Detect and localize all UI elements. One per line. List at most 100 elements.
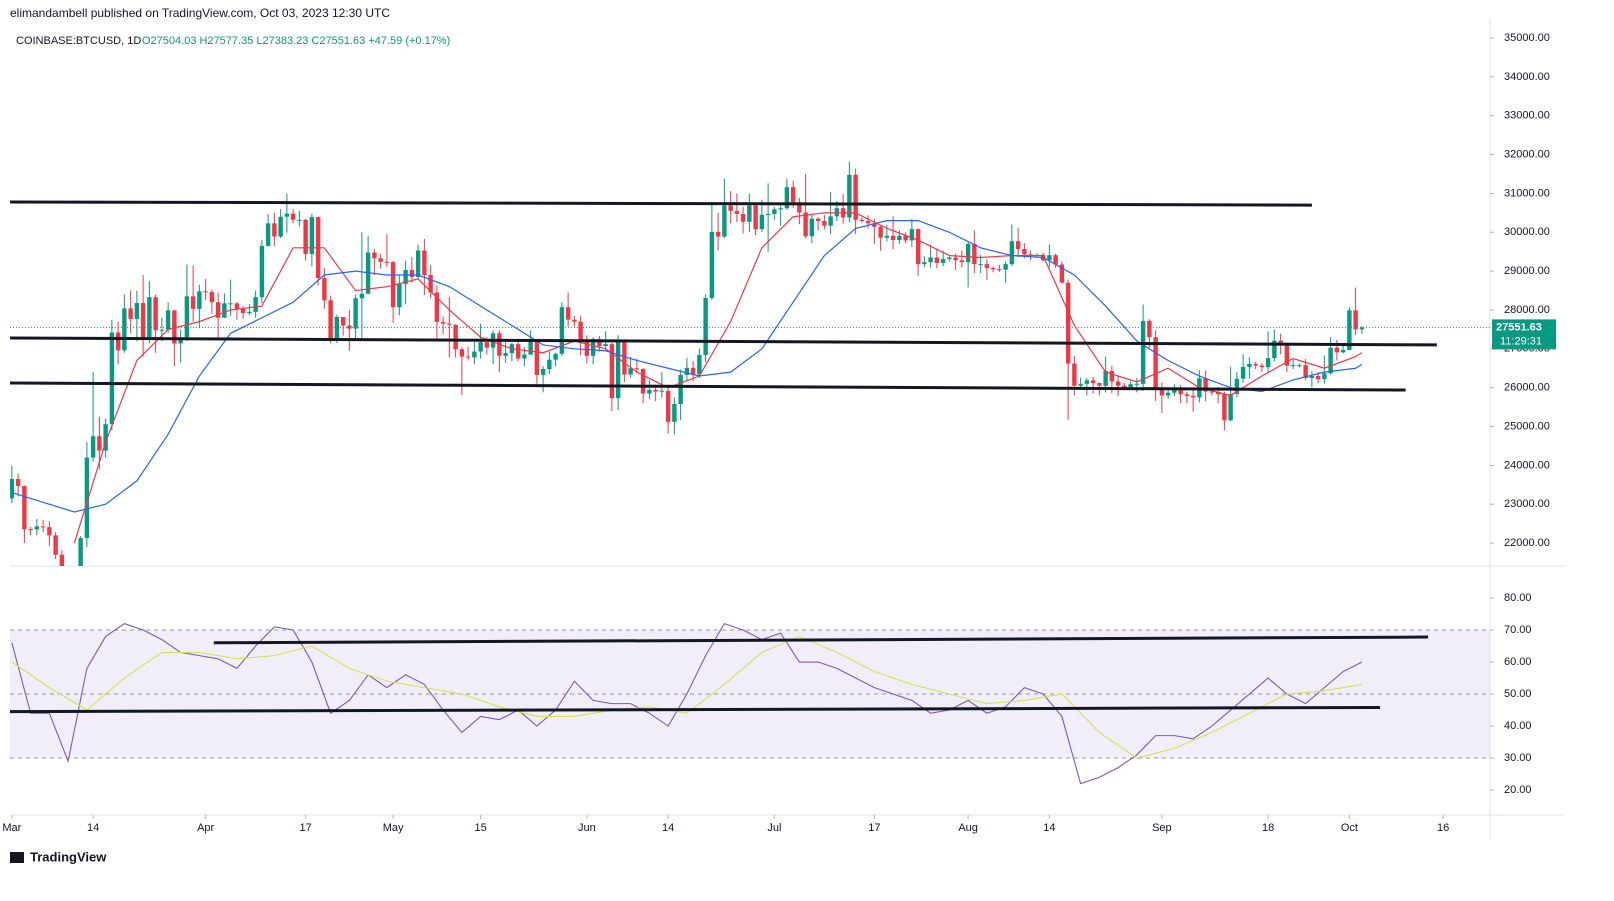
candle-body <box>178 338 183 344</box>
candle-body <box>453 324 458 350</box>
candle-body <box>634 368 640 370</box>
candle-body <box>1209 391 1215 393</box>
candle-body <box>278 216 283 237</box>
candle-body <box>847 174 852 218</box>
candle-body <box>53 535 58 555</box>
candle-body <box>428 275 433 293</box>
candle-body <box>984 264 990 269</box>
candle-body <box>947 257 952 260</box>
candle-body <box>897 235 902 241</box>
candle-body <box>172 310 177 344</box>
candle-body <box>1153 337 1158 391</box>
candle-body <box>484 342 490 348</box>
candle-body <box>259 245 265 298</box>
candle-body <box>1172 388 1177 393</box>
candle-body <box>234 303 240 309</box>
candle-body <box>103 424 108 451</box>
pane <box>10 161 1437 566</box>
x-tick-label: Jul <box>767 822 781 834</box>
candle-body <box>434 292 440 323</box>
trendline <box>10 200 1312 207</box>
candle-body <box>1159 390 1165 396</box>
candle-body <box>1053 255 1058 265</box>
candle-body <box>415 250 421 277</box>
y-tick-label: 33000.00 <box>1504 110 1550 122</box>
publisher: elimandambell published on TradingView.c… <box>10 6 390 20</box>
ohlc-legend: O27504.03 H27577.35 L27383.23 C27551.63 … <box>142 35 450 47</box>
candle-body <box>1128 384 1133 388</box>
candle-body <box>378 258 383 262</box>
candle-body <box>372 252 377 259</box>
candle-body <box>928 257 933 263</box>
candle-body <box>865 220 871 224</box>
candle-body <box>47 527 52 536</box>
candle-body <box>1322 373 1327 380</box>
candle-body <box>1097 383 1102 386</box>
candle-body <box>890 235 896 241</box>
x-tick-label: Oct <box>1341 822 1358 834</box>
candle-body <box>40 526 46 528</box>
candle-body <box>659 390 665 392</box>
candle-body <box>1240 367 1246 379</box>
candle-body <box>647 390 652 394</box>
candle-body <box>715 231 721 237</box>
candle-body <box>972 243 977 265</box>
candle-body <box>678 374 683 404</box>
candle-body <box>1228 393 1233 421</box>
x-tick-label: May <box>383 822 404 834</box>
candle-body <box>1047 255 1052 261</box>
x-tick-label: 18 <box>1262 822 1274 834</box>
candle-body <box>1334 347 1340 353</box>
candle-body <box>59 554 65 566</box>
candle-body <box>140 302 146 338</box>
candle-body <box>1272 340 1277 359</box>
candle-body <box>465 356 471 358</box>
candle-body <box>222 303 227 318</box>
candle-body <box>822 220 827 226</box>
candle-body <box>165 310 171 330</box>
candle-body <box>515 344 521 359</box>
candle-body <box>940 259 946 263</box>
y-tick-label: 31000.00 <box>1504 187 1550 199</box>
candle-body <box>953 257 958 261</box>
candle-body <box>965 243 971 263</box>
candle-body <box>1309 376 1315 378</box>
candle-body <box>1178 388 1183 395</box>
candle-body <box>290 213 296 220</box>
candle-body <box>684 367 690 375</box>
candle-body <box>990 268 996 270</box>
candle-body <box>153 297 158 331</box>
candle-body <box>340 316 346 326</box>
candle-body <box>115 332 121 351</box>
brand: TradingView <box>30 849 107 864</box>
x-tick-label: Sep <box>1152 822 1172 834</box>
candle-body <box>859 219 865 221</box>
y-tick-label: 28000.00 <box>1504 304 1550 316</box>
y-tick-label: 32000.00 <box>1504 148 1550 160</box>
x-tick-label: 16 <box>1437 822 1449 834</box>
candle-body <box>1003 264 1008 270</box>
candle-body <box>765 214 771 216</box>
candle-body <box>1009 241 1015 265</box>
candle-body <box>147 297 152 338</box>
symbol: COINBASE:BTCUSD, 1D <box>16 35 141 47</box>
trendline <box>10 705 1381 714</box>
moving-average <box>73 212 1363 544</box>
candle-body <box>353 298 358 329</box>
candle-body <box>1190 395 1196 398</box>
candle-body <box>15 478 21 486</box>
candle-body <box>547 359 552 370</box>
last-price-label: 27551.63 <box>1496 321 1542 333</box>
candle-body <box>640 369 646 394</box>
candle-body <box>190 296 196 309</box>
candle-body <box>1065 282 1071 364</box>
candle-body <box>572 319 577 322</box>
candle-body <box>1340 349 1346 353</box>
candle-body <box>1303 365 1308 378</box>
candle-body <box>303 219 308 255</box>
candle-body <box>159 329 165 331</box>
candle-body <box>1090 380 1096 384</box>
candle-body <box>1359 327 1365 330</box>
candle-body <box>297 219 302 221</box>
